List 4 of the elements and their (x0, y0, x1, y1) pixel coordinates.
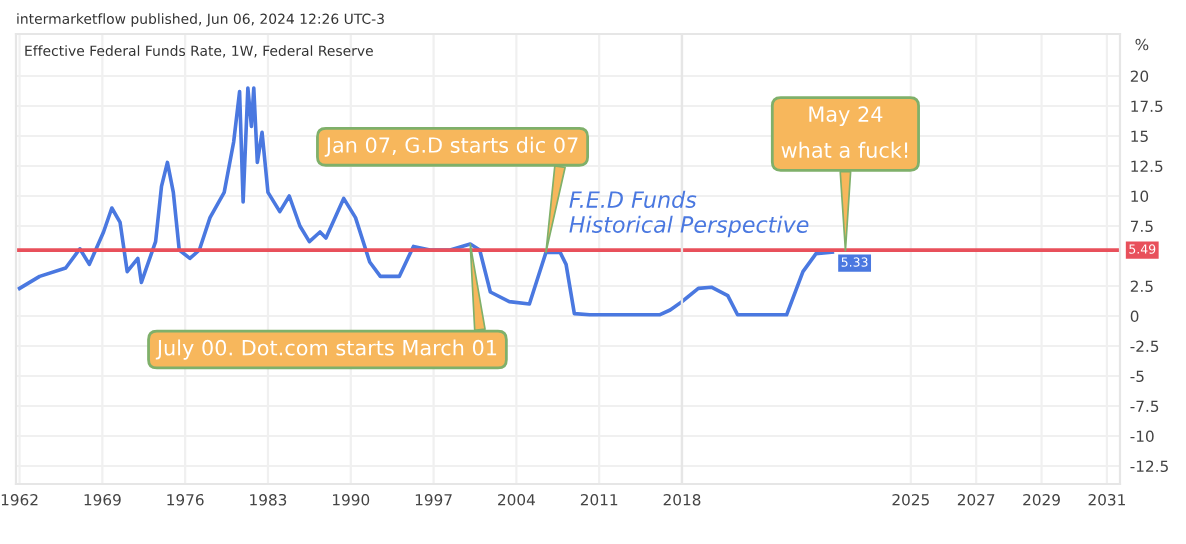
annotation: July 00. Dot.com starts March 01 (155, 339, 497, 360)
annotation: Jan 07, G.D starts dic 07 (324, 136, 578, 157)
annotation: May 24 what a fuck! (781, 106, 908, 158)
annotation: F.E.D Funds Historical Perspective (569, 190, 809, 238)
